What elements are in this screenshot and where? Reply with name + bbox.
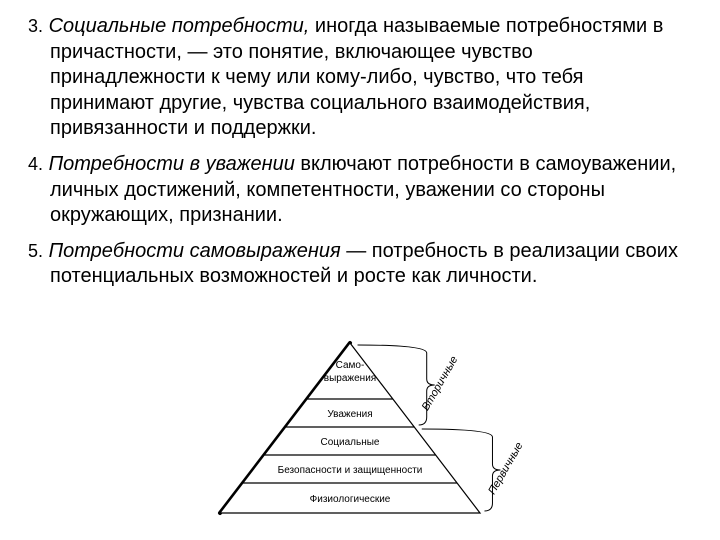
paragraph-3-term: Социальные потребности, [49,15,310,37]
paragraph-3: 3. Социальные потребности, иногда называ… [28,14,692,142]
maslow-pyramid-figure: Само-выражения Уважения Социальные Безопасн… [180,335,540,530]
paragraph-5-term: Потребности самовыражения [49,240,341,262]
paragraph-4-term: Потребности в уважении [49,153,295,175]
svg-text:Вторичные: Вторичные [420,354,461,413]
paragraph-5: 5. Потребности самовыражения — потребнос… [28,239,692,290]
slide: 3. Социальные потребности, иногда называ… [0,0,720,540]
pyramid-svg: Само-выражения Уважения Социальные Безопасн… [180,335,540,530]
paragraph-5-number: 5. [28,241,43,261]
paragraph-4: 4. Потребности в уважении включают потре… [28,152,692,229]
svg-text:Уважения: Уважения [327,409,372,420]
paragraph-3-number: 3. [28,16,43,36]
svg-text:Социальные: Социальные [321,437,380,448]
svg-text:Физиологические: Физиологические [310,494,391,505]
svg-text:Безопасности и защищенности: Безопасности и защищенности [278,465,423,476]
svg-text:выражения: выражения [324,373,376,384]
paragraph-4-number: 4. [28,154,43,174]
svg-text:Само-: Само- [336,360,365,371]
